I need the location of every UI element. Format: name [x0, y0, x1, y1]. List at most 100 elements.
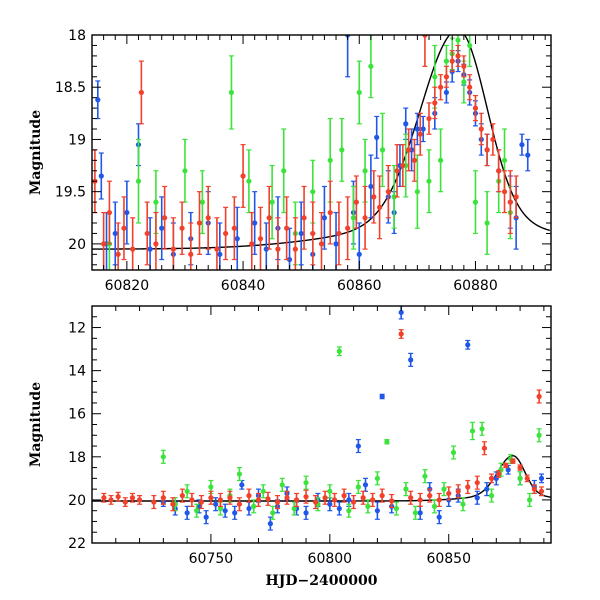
data-point — [455, 53, 461, 59]
data-point — [284, 225, 290, 231]
data-point — [478, 126, 484, 132]
data-point — [217, 497, 224, 503]
data-point — [517, 475, 523, 481]
y-tick-label: 16 — [68, 407, 86, 423]
data-point — [303, 494, 309, 500]
data-point — [198, 499, 204, 505]
data-point — [95, 97, 101, 103]
data-point — [501, 189, 508, 195]
data-point — [228, 89, 235, 96]
data-point — [257, 236, 264, 242]
y-tick-label: 12 — [68, 321, 86, 337]
data-point — [255, 497, 262, 503]
data-point — [474, 480, 480, 486]
data-point — [488, 493, 495, 499]
data-point — [484, 147, 490, 153]
data-point — [336, 230, 342, 237]
data-point — [400, 162, 406, 169]
x-tick-label: 60840 — [221, 278, 266, 294]
y-tick-label: 22 — [68, 536, 86, 552]
data-point — [406, 147, 412, 153]
data-point — [365, 503, 371, 509]
data-point — [162, 215, 168, 221]
y-tick-label: 14 — [68, 364, 86, 380]
data-point — [170, 246, 176, 252]
data-point — [274, 499, 281, 505]
data-point — [98, 173, 104, 179]
data-point — [356, 251, 362, 257]
data-point — [293, 497, 300, 503]
data-point — [351, 499, 357, 505]
data-point — [312, 499, 319, 505]
data-point — [217, 251, 223, 257]
data-point — [490, 136, 496, 143]
data-point — [236, 501, 243, 507]
data-point — [331, 497, 338, 503]
data-point — [368, 183, 374, 190]
data-point — [189, 497, 195, 503]
data-point — [362, 168, 368, 174]
data-point — [379, 147, 386, 153]
data-point — [275, 246, 281, 252]
data-point — [467, 84, 473, 90]
data-point — [394, 168, 400, 174]
data-point — [436, 514, 442, 520]
data-point — [507, 199, 513, 205]
plot-area — [92, 35, 551, 270]
y-tick-label: 19.5 — [55, 185, 86, 201]
data-point — [417, 510, 423, 516]
data-point — [208, 495, 214, 501]
data-point — [360, 495, 366, 501]
data-point — [267, 521, 273, 527]
data-point — [422, 473, 428, 479]
data-point — [531, 486, 537, 492]
data-point — [138, 89, 144, 96]
data-point — [398, 331, 404, 337]
data-point — [153, 199, 159, 205]
data-point — [455, 37, 461, 43]
data-point — [214, 246, 220, 252]
data-point — [450, 449, 457, 456]
data-point — [517, 464, 523, 471]
data-point — [298, 230, 304, 237]
data-point — [246, 493, 252, 499]
data-point — [355, 443, 361, 449]
top-ylabel: Magnitude — [28, 110, 44, 195]
data-point — [385, 189, 391, 195]
data-point — [213, 501, 219, 507]
data-point — [417, 131, 423, 137]
data-point — [170, 501, 176, 507]
data-point — [426, 178, 432, 184]
bottom-ylabel: Magnitude — [28, 382, 44, 467]
data-point — [496, 168, 502, 174]
data-point — [443, 58, 450, 64]
data-point — [469, 428, 476, 434]
data-point — [503, 462, 509, 469]
data-point — [310, 230, 316, 237]
data-point — [153, 241, 159, 247]
x-tick-label: 60880 — [453, 278, 498, 294]
y-tick-label: 18 — [68, 450, 86, 466]
data-point — [350, 215, 357, 221]
data-point — [136, 497, 143, 503]
data-point — [525, 152, 531, 158]
data-point — [159, 225, 165, 231]
data-point — [333, 241, 339, 247]
data-point — [538, 488, 545, 494]
data-point — [414, 189, 420, 195]
data-point — [336, 348, 342, 354]
data-point — [524, 475, 530, 481]
data-point — [135, 178, 142, 184]
data-point — [208, 484, 214, 490]
blue-series — [160, 306, 545, 531]
data-point — [231, 225, 237, 231]
data-point — [519, 142, 525, 148]
y-tick-label: 19 — [68, 132, 86, 148]
data-point — [144, 230, 150, 237]
data-point — [479, 426, 485, 432]
data-point — [441, 486, 447, 492]
y-tick-label: 18.5 — [55, 80, 86, 96]
data-point — [205, 215, 211, 221]
red-series — [92, 35, 519, 270]
